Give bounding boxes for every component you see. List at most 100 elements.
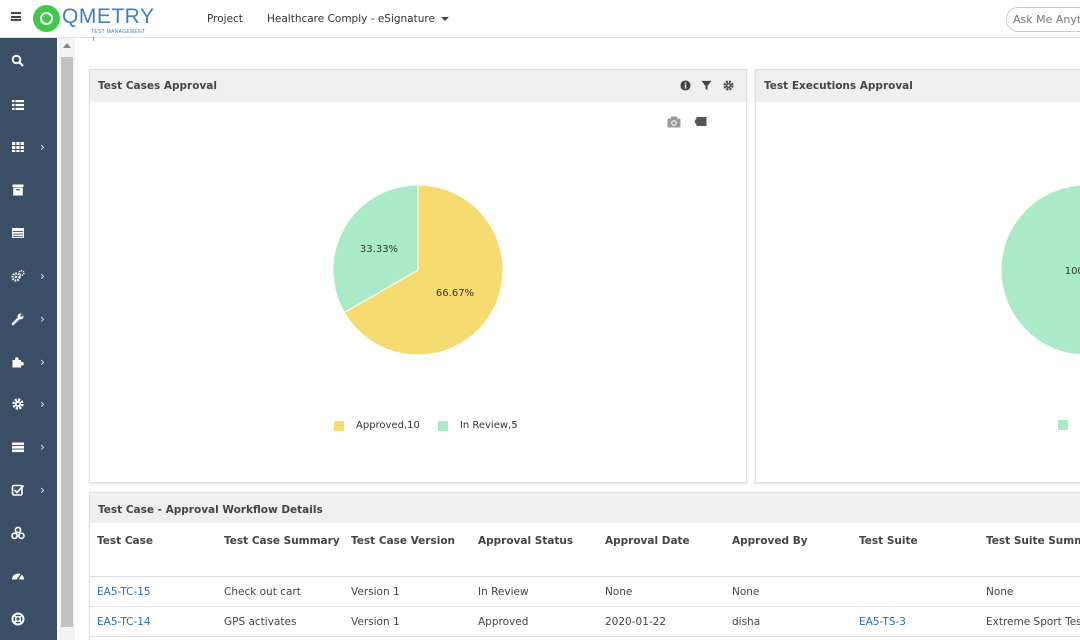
column-header[interactable]: Approval Date — [605, 535, 690, 547]
sidebar-item-archive[interactable] — [0, 179, 57, 203]
cluster-icon — [11, 526, 25, 540]
scrollbar-thumb[interactable] — [61, 57, 73, 627]
checkbox-icon — [11, 484, 25, 496]
camera-icon[interactable] — [667, 116, 681, 128]
widget-header: Test Executions Approval — [756, 70, 1080, 102]
table-cell: None — [732, 586, 760, 598]
project-label: Project — [207, 13, 243, 25]
info-icon[interactable] — [680, 80, 691, 91]
sidebar-item-lifebuoy[interactable] — [0, 608, 57, 632]
widget-title: Test Cases Approval — [98, 80, 217, 92]
column-header[interactable]: Test Case Version — [351, 535, 456, 547]
column-header[interactable]: Approval Status — [478, 535, 574, 547]
widget-header: Test Cases Approval — [90, 70, 746, 102]
wrench-icon — [11, 313, 24, 326]
lifebuoy-icon — [11, 612, 25, 626]
table-cell-link[interactable]: EA5-TC-14 — [97, 616, 151, 628]
project-selector[interactable]: Healthcare Comply - eSignature — [267, 13, 449, 25]
legend-swatch — [1058, 420, 1068, 430]
scroll-up-arrow-icon[interactable] — [63, 43, 71, 48]
test-executions-approval-widget: Test Executions Approval 100% — [755, 69, 1080, 483]
column-header[interactable]: Test Case — [97, 535, 153, 547]
dashboard-icon — [12, 573, 24, 581]
sidebar-item-grid[interactable]: › — [0, 136, 57, 160]
widget-header: Test Case - Approval Workflow Details — [90, 493, 1080, 523]
list-icon — [12, 100, 24, 110]
sidebar-item-gears[interactable]: › — [0, 265, 57, 289]
tag-icon[interactable] — [694, 116, 707, 127]
test-cases-approval-widget: Test Cases Approval 66.67% 33.33% Approve… — [89, 69, 747, 483]
sidebar: › › › › › › › — [0, 38, 57, 640]
sidebar-item-storage[interactable]: › — [0, 436, 57, 460]
legend-swatch — [437, 420, 448, 431]
table-header-row: Test Case Test Case Summary Test Case Vers… — [90, 523, 1080, 577]
widget-title: Test Executions Approval — [764, 80, 913, 92]
archive-icon — [12, 184, 24, 196]
table-cell: GPS activates — [224, 616, 297, 628]
column-header[interactable]: Test Suite Summary — [986, 535, 1080, 547]
legend-item[interactable]: In Review,5 — [437, 420, 518, 431]
approval-pie-chart: 66.67% 33.33% — [332, 184, 504, 356]
table-cell: Approved — [478, 616, 529, 628]
cog-icon — [12, 398, 24, 410]
table-cell: Version 1 — [351, 586, 400, 598]
table-cell: 2020-01-22 — [605, 616, 667, 628]
pie-slice-approved[interactable] — [343, 184, 504, 356]
storage-icon — [12, 442, 24, 453]
project-selector-value: Healthcare Comply - eSignature — [267, 13, 435, 25]
logo-subtext: TEST MANAGEMENT — [91, 29, 146, 35]
gears-icon — [11, 269, 25, 282]
table-cell-link[interactable]: EA5-TC-15 — [97, 586, 151, 598]
column-header[interactable]: Test Case Summary — [224, 535, 340, 547]
approval-workflow-table-widget: Test Case - Approval Workflow Details Te… — [89, 492, 1080, 640]
legend-label: Approved,10 — [356, 420, 420, 431]
top-bar: QMETRY TEST MANAGEMENT Project Healthcar… — [0, 0, 1080, 38]
indicator-mark — [93, 37, 94, 41]
hamburger-menu-icon[interactable] — [11, 12, 21, 21]
sidebar-item-dashboard[interactable] — [0, 565, 57, 589]
sidebar-item-search[interactable] — [0, 50, 57, 74]
legend-item[interactable]: Approved,10 — [334, 420, 420, 431]
table-icon — [12, 228, 24, 238]
chevron-down-icon — [440, 17, 449, 21]
sidebar-item-checkbox[interactable]: › — [0, 479, 57, 503]
grid-icon — [12, 142, 24, 152]
table-cell: Check out cart — [224, 586, 301, 598]
pie-slice-in-review[interactable] — [332, 184, 419, 314]
executions-pie-chart: 100% — [1000, 184, 1080, 356]
table-cell-link[interactable]: EA5-TS-3 — [859, 616, 906, 628]
table-cell: None — [605, 586, 633, 598]
table-row[interactable]: EA5-TC-14 GPS activates Version 1 Approved 2… — [90, 607, 1080, 637]
sidebar-item-puzzle[interactable]: › — [0, 351, 57, 375]
pie-data-label: 100% — [1065, 266, 1080, 277]
column-header[interactable]: Approved By — [732, 535, 808, 547]
table-row[interactable]: EA5-TC-15 Check out cart Version 1 In Revie… — [90, 577, 1080, 607]
table-cell: None — [986, 586, 1014, 598]
filter-icon[interactable] — [701, 80, 712, 91]
chevron-right-icon: › — [40, 440, 45, 454]
sidebar-item-list[interactable] — [0, 94, 57, 118]
legend-swatch — [334, 420, 344, 431]
sidebar-item-cluster[interactable] — [0, 522, 57, 546]
sidebar-item-table[interactable] — [0, 222, 57, 246]
chart-legend: Approved,10 In Review,5 — [334, 420, 518, 431]
table-cell: Version 1 — [351, 616, 400, 628]
settings-icon[interactable] — [723, 80, 734, 91]
pie-data-label: 66.67% — [436, 288, 474, 299]
pie-data-label: 33.33% — [360, 244, 398, 255]
pie-slice-in-review[interactable] — [1000, 184, 1080, 356]
chevron-right-icon: › — [40, 140, 45, 154]
ask-me-anything-input[interactable]: Ask Me Anything — [1006, 7, 1080, 32]
chevron-right-icon: › — [40, 483, 45, 497]
sidebar-item-wrench[interactable]: › — [0, 308, 57, 332]
qmetry-logo[interactable]: QMETRY TEST MANAGEMENT — [33, 4, 163, 36]
puzzle-icon — [12, 357, 24, 368]
table-cell: disha — [732, 616, 761, 628]
chevron-right-icon: › — [40, 312, 45, 326]
column-header[interactable]: Test Suite — [859, 535, 918, 547]
search-icon — [11, 54, 24, 67]
chevron-right-icon: › — [40, 397, 45, 411]
table-cell: In Review — [478, 586, 529, 598]
sidebar-item-cog[interactable]: › — [0, 393, 57, 417]
chevron-right-icon: › — [40, 355, 45, 369]
